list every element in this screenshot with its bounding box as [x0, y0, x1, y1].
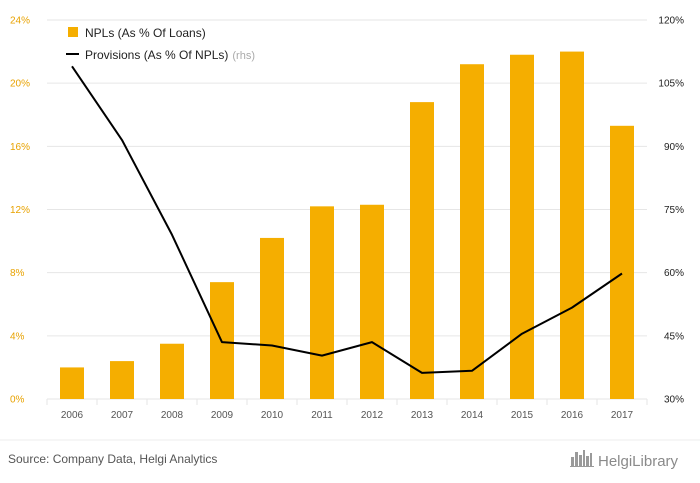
x-axis-tick-label: 2013 [411, 410, 434, 421]
x-axis-tick-label: 2017 [611, 410, 634, 421]
left-axis-tick-label: 4% [10, 331, 25, 342]
x-axis-tick-label: 2016 [561, 410, 584, 421]
right-axis-tick-label: 90% [664, 142, 684, 153]
legend-line-suffix: (rhs) [232, 50, 255, 62]
left-axis-tick-label: 20% [10, 79, 30, 90]
x-axis-tick-label: 2008 [161, 410, 184, 421]
legend-line-text: Provisions (As % Of NPLs) (rhs) [85, 48, 255, 62]
bar-2012 [360, 204, 384, 399]
provisions-line [71, 65, 623, 374]
bar-2011 [310, 206, 334, 399]
x-axis-tick-label: 2006 [61, 410, 84, 421]
bar-2017 [610, 125, 634, 399]
left-axis-tick-label: 16% [10, 142, 30, 153]
bar-2016 [560, 51, 584, 399]
brand-logo: HelgiLibrary [570, 450, 679, 470]
grid-lines [46, 19, 648, 405]
bar-2007 [110, 361, 134, 399]
legend-bar-swatch [68, 27, 78, 37]
right-axis-tick-label: 105% [658, 79, 684, 90]
x-axis-tick-label: 2010 [261, 410, 284, 421]
left-axis-ticks: 0% 4% 8% 12% 16% 20% 24% [10, 16, 30, 406]
left-axis-tick-label: 24% [10, 16, 30, 27]
right-axis-ticks: 30% 45% 60% 75% 90% 105% 120% [658, 16, 684, 406]
x-axis-tick-label: 2009 [211, 410, 234, 421]
x-axis-tick-label: 2011 [311, 410, 333, 421]
x-axis-tick-label: 2007 [111, 410, 134, 421]
right-axis-tick-label: 45% [664, 331, 684, 342]
legend-line-label: Provisions (As % Of NPLs) [85, 48, 228, 62]
bar-2008 [160, 343, 184, 399]
right-axis-tick-label: 30% [664, 395, 684, 406]
left-axis-tick-label: 12% [10, 205, 30, 216]
bar-2010 [260, 237, 284, 399]
bar-2015 [510, 54, 534, 399]
right-axis-tick-label: 75% [664, 205, 684, 216]
legend: NPLs (As % Of Loans) Provisions (As % Of… [66, 26, 255, 62]
left-axis-tick-label: 0% [10, 395, 25, 406]
bar-2014 [460, 64, 484, 399]
source-text: Source: Company Data, Helgi Analytics [8, 452, 217, 466]
x-axis-tick-label: 2014 [461, 410, 484, 421]
legend-bar-label: NPLs (As % Of Loans) [85, 26, 206, 40]
left-axis-tick-label: 8% [10, 268, 25, 279]
bar-2006 [60, 367, 84, 399]
brand-name: HelgiLibrary [598, 453, 679, 470]
right-axis-tick-label: 60% [664, 268, 684, 279]
x-axis-ticks: 2006 2007 2008 2009 2010 2011 2012 2013 2014 2015… [61, 410, 634, 421]
x-axis-tick-label: 2015 [511, 410, 534, 421]
bar-2013 [410, 102, 434, 399]
line-series [71, 65, 623, 374]
x-axis-tick-label: 2012 [361, 410, 384, 421]
city-skyline-icon [570, 450, 594, 467]
right-axis-tick-label: 120% [658, 16, 684, 27]
bar-series [60, 51, 634, 399]
